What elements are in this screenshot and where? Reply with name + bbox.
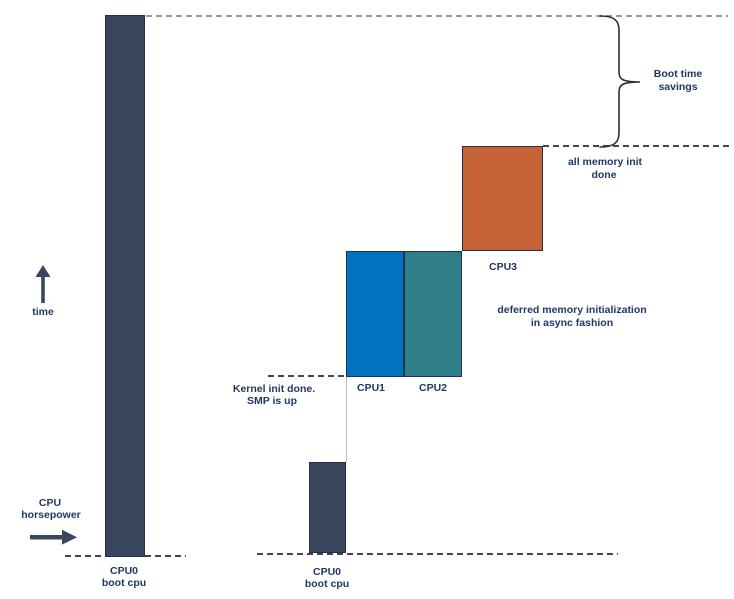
kernel-init-done-line2: SMP is up	[247, 395, 297, 407]
boot-time-savings-line1: Boot time	[653, 68, 703, 80]
all-memory-init-line1: all memory init	[567, 156, 643, 168]
deferred-memory-line1: deferred memory initialization	[497, 304, 647, 316]
deferred-memory-line2: in async fashion	[530, 317, 614, 329]
baseline-right-dashed-line	[257, 553, 618, 555]
all-memory-done-dashed-line	[543, 145, 730, 147]
horsepower-axis-label-line2: horsepower	[21, 509, 81, 521]
horsepower-right-arrow-icon	[30, 529, 77, 545]
time-up-arrow-icon	[35, 265, 51, 303]
kernel-init-done-dashed-line	[268, 375, 347, 377]
bar-label-cpu1: CPU1	[356, 382, 386, 394]
brace-icon	[599, 15, 641, 148]
bar-sublabel-right-cpu0: boot cpu	[304, 578, 350, 590]
boot-time-savings-line2: savings	[658, 81, 698, 93]
all-memory-init-line2: done	[591, 169, 617, 181]
bar-label-left-cpu0: CPU0	[109, 565, 139, 577]
bar-cpu3	[462, 146, 543, 251]
bar-label-cpu3: CPU3	[488, 261, 518, 273]
bar-label-cpu2: CPU2	[418, 382, 448, 394]
cpu0-to-cpu1-connector-line	[346, 377, 347, 462]
top-boot-end-dashed-line	[146, 15, 728, 17]
bar-cpu1	[346, 251, 404, 377]
bar-sublabel-left-cpu0: boot cpu	[101, 577, 147, 589]
bar-cpu2	[404, 251, 462, 377]
horsepower-axis-label-line1: CPU	[38, 497, 62, 509]
kernel-init-done-line1: Kernel init done.	[232, 383, 316, 395]
bar-left-cpu0	[105, 15, 145, 557]
bar-label-right-cpu0: CPU0	[312, 566, 342, 578]
time-axis-label: time	[32, 306, 54, 318]
bar-right-cpu0	[309, 462, 346, 553]
